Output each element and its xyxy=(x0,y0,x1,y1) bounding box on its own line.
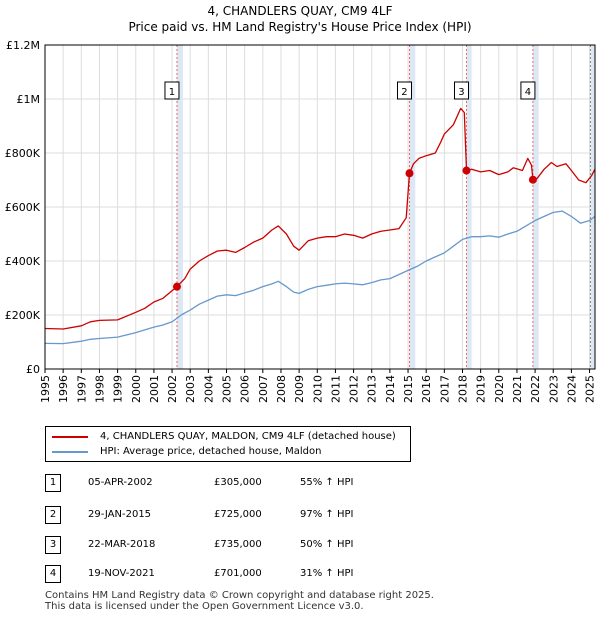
x-tick-label: 2019 xyxy=(475,375,488,403)
x-tick-label: 2005 xyxy=(221,375,234,403)
sale-number: 4 xyxy=(45,565,61,583)
x-tick-label: 2006 xyxy=(239,375,252,403)
sale-number: 1 xyxy=(45,474,61,492)
sale-hpi-change: 97% ↑ HPI xyxy=(300,509,354,520)
axes: £0 £200K £400K £600K £800K £1M £1.2M 1995 1996 19… xyxy=(5,39,597,403)
sale-point xyxy=(528,175,537,184)
x-tick-label: 2016 xyxy=(420,375,433,403)
x-tick-label: 2011 xyxy=(329,375,342,403)
x-tick-label: 2007 xyxy=(257,375,270,403)
sale-label-text: 3 xyxy=(458,87,464,98)
y-tick-label: £1.2M xyxy=(6,39,40,52)
x-tick-label: 2024 xyxy=(565,375,578,403)
y-tick-label: £400K xyxy=(5,255,41,268)
sale-date: 22-MAR-2018 xyxy=(88,539,156,550)
chart-title: 4, CHANDLERS QUAY, CM9 4LF xyxy=(207,4,393,18)
series-line-property xyxy=(44,107,596,330)
x-tick-label: 2013 xyxy=(366,375,379,403)
footer-licence: This data is licensed under the Open Gov… xyxy=(45,601,364,612)
sale-period-shade xyxy=(409,45,416,369)
sale-label-text: 4 xyxy=(525,87,531,98)
x-tick-label: 1995 xyxy=(39,375,52,403)
sale-label-box xyxy=(520,81,536,100)
sale-row: 3 22-MAR-2018 £735,000 50% ↑ HPI xyxy=(0,536,600,556)
x-tick-label: 2000 xyxy=(130,375,143,403)
sale-point xyxy=(405,169,414,178)
x-tick-label: 2008 xyxy=(275,375,288,403)
sale-label: 4 xyxy=(520,81,536,100)
latest-period-shade xyxy=(590,45,595,369)
x-tick-label: 1996 xyxy=(57,375,70,403)
x-tick-label: 2010 xyxy=(311,375,324,403)
y-tick-label: £200K xyxy=(5,309,41,322)
x-tick-label: 2015 xyxy=(402,375,415,403)
series-lines xyxy=(44,107,596,345)
grid-lines xyxy=(44,44,595,370)
x-tick-label: 2012 xyxy=(348,375,361,403)
sale-date: 29-JAN-2015 xyxy=(88,509,152,520)
sale-row: 4 19-NOV-2021 £701,000 31% ↑ HPI xyxy=(0,565,600,585)
sale-point xyxy=(172,282,181,291)
x-tick-label: 2009 xyxy=(293,375,306,403)
sale-point xyxy=(462,166,471,175)
legend-swatch-hpi xyxy=(52,451,88,453)
sale-label: 1 xyxy=(164,81,180,100)
sale-number: 2 xyxy=(45,506,61,524)
x-tick-label: 2021 xyxy=(511,375,524,403)
sale-label-text: 2 xyxy=(401,87,407,98)
sale-date: 05-APR-2002 xyxy=(88,477,153,488)
x-tick-label: 2001 xyxy=(148,375,161,403)
plot-frame xyxy=(44,44,596,370)
sale-price: £701,000 xyxy=(214,568,262,579)
sale-label-box xyxy=(396,81,412,100)
x-tick-label: 2018 xyxy=(456,375,469,403)
x-tick-label: 2014 xyxy=(384,375,397,403)
sale-points xyxy=(172,166,537,291)
sale-hpi-change: 55% ↑ HPI xyxy=(300,477,354,488)
sale-row: 1 05-APR-2002 £305,000 55% ↑ HPI xyxy=(0,474,600,494)
x-tick-label: 2025 xyxy=(584,375,597,403)
sale-label: 2 xyxy=(396,81,412,100)
y-tick-label: £0 xyxy=(26,363,40,376)
x-tick-label: 2017 xyxy=(438,375,451,403)
sale-label-box xyxy=(453,81,469,100)
sale-price: £305,000 xyxy=(214,477,262,488)
x-tick-label: 2020 xyxy=(493,375,506,403)
sale-price: £725,000 xyxy=(214,509,262,520)
x-tick-label: 1999 xyxy=(112,375,125,403)
y-tick-label: £1M xyxy=(17,93,41,106)
x-tick-label: 2002 xyxy=(166,375,179,403)
sale-label-box xyxy=(164,81,180,100)
sale-label: 3 xyxy=(453,81,469,100)
y-tick-label: £800K xyxy=(5,147,41,160)
sale-price: £735,000 xyxy=(214,539,262,550)
sale-label-text: 1 xyxy=(169,87,175,98)
sale-labels: 1 2 3 4 xyxy=(164,81,536,100)
series-line-hpi xyxy=(44,210,596,345)
legend-label-property: 4, CHANDLERS QUAY, MALDON, CM9 4LF (deta… xyxy=(100,431,396,442)
price-chart: 1 2 3 4 £0 £200K £400K £600K £800K £1M £1.2M 1995 1… xyxy=(5,39,597,403)
x-tick-label: 1997 xyxy=(75,375,88,403)
footer-copyright: Contains HM Land Registry data © Crown c… xyxy=(45,590,434,601)
y-tick-label: £600K xyxy=(5,201,41,214)
x-tick-label: 1998 xyxy=(93,375,106,403)
sale-hpi-change: 31% ↑ HPI xyxy=(300,568,354,579)
x-tick-label: 2004 xyxy=(202,375,215,403)
sale-hpi-change: 50% ↑ HPI xyxy=(300,539,354,550)
legend-swatch-property xyxy=(52,436,88,438)
chart-subtitle: Price paid vs. HM Land Registry's House … xyxy=(128,20,472,34)
sale-date: 19-NOV-2021 xyxy=(88,568,155,579)
sale-period-shade xyxy=(532,45,539,369)
legend: 4, CHANDLERS QUAY, MALDON, CM9 4LF (deta… xyxy=(45,426,411,462)
x-tick-label: 2023 xyxy=(547,375,560,403)
x-tick-label: 2022 xyxy=(529,375,542,403)
sale-row: 2 29-JAN-2015 £725,000 97% ↑ HPI xyxy=(0,506,600,526)
legend-label-hpi: HPI: Average price, detached house, Mald… xyxy=(100,446,322,457)
sale-period-shade xyxy=(466,45,472,369)
sale-period-shade xyxy=(176,45,183,369)
sale-shading xyxy=(176,45,595,369)
x-tick-label: 2003 xyxy=(184,375,197,403)
sale-number: 3 xyxy=(45,536,61,554)
